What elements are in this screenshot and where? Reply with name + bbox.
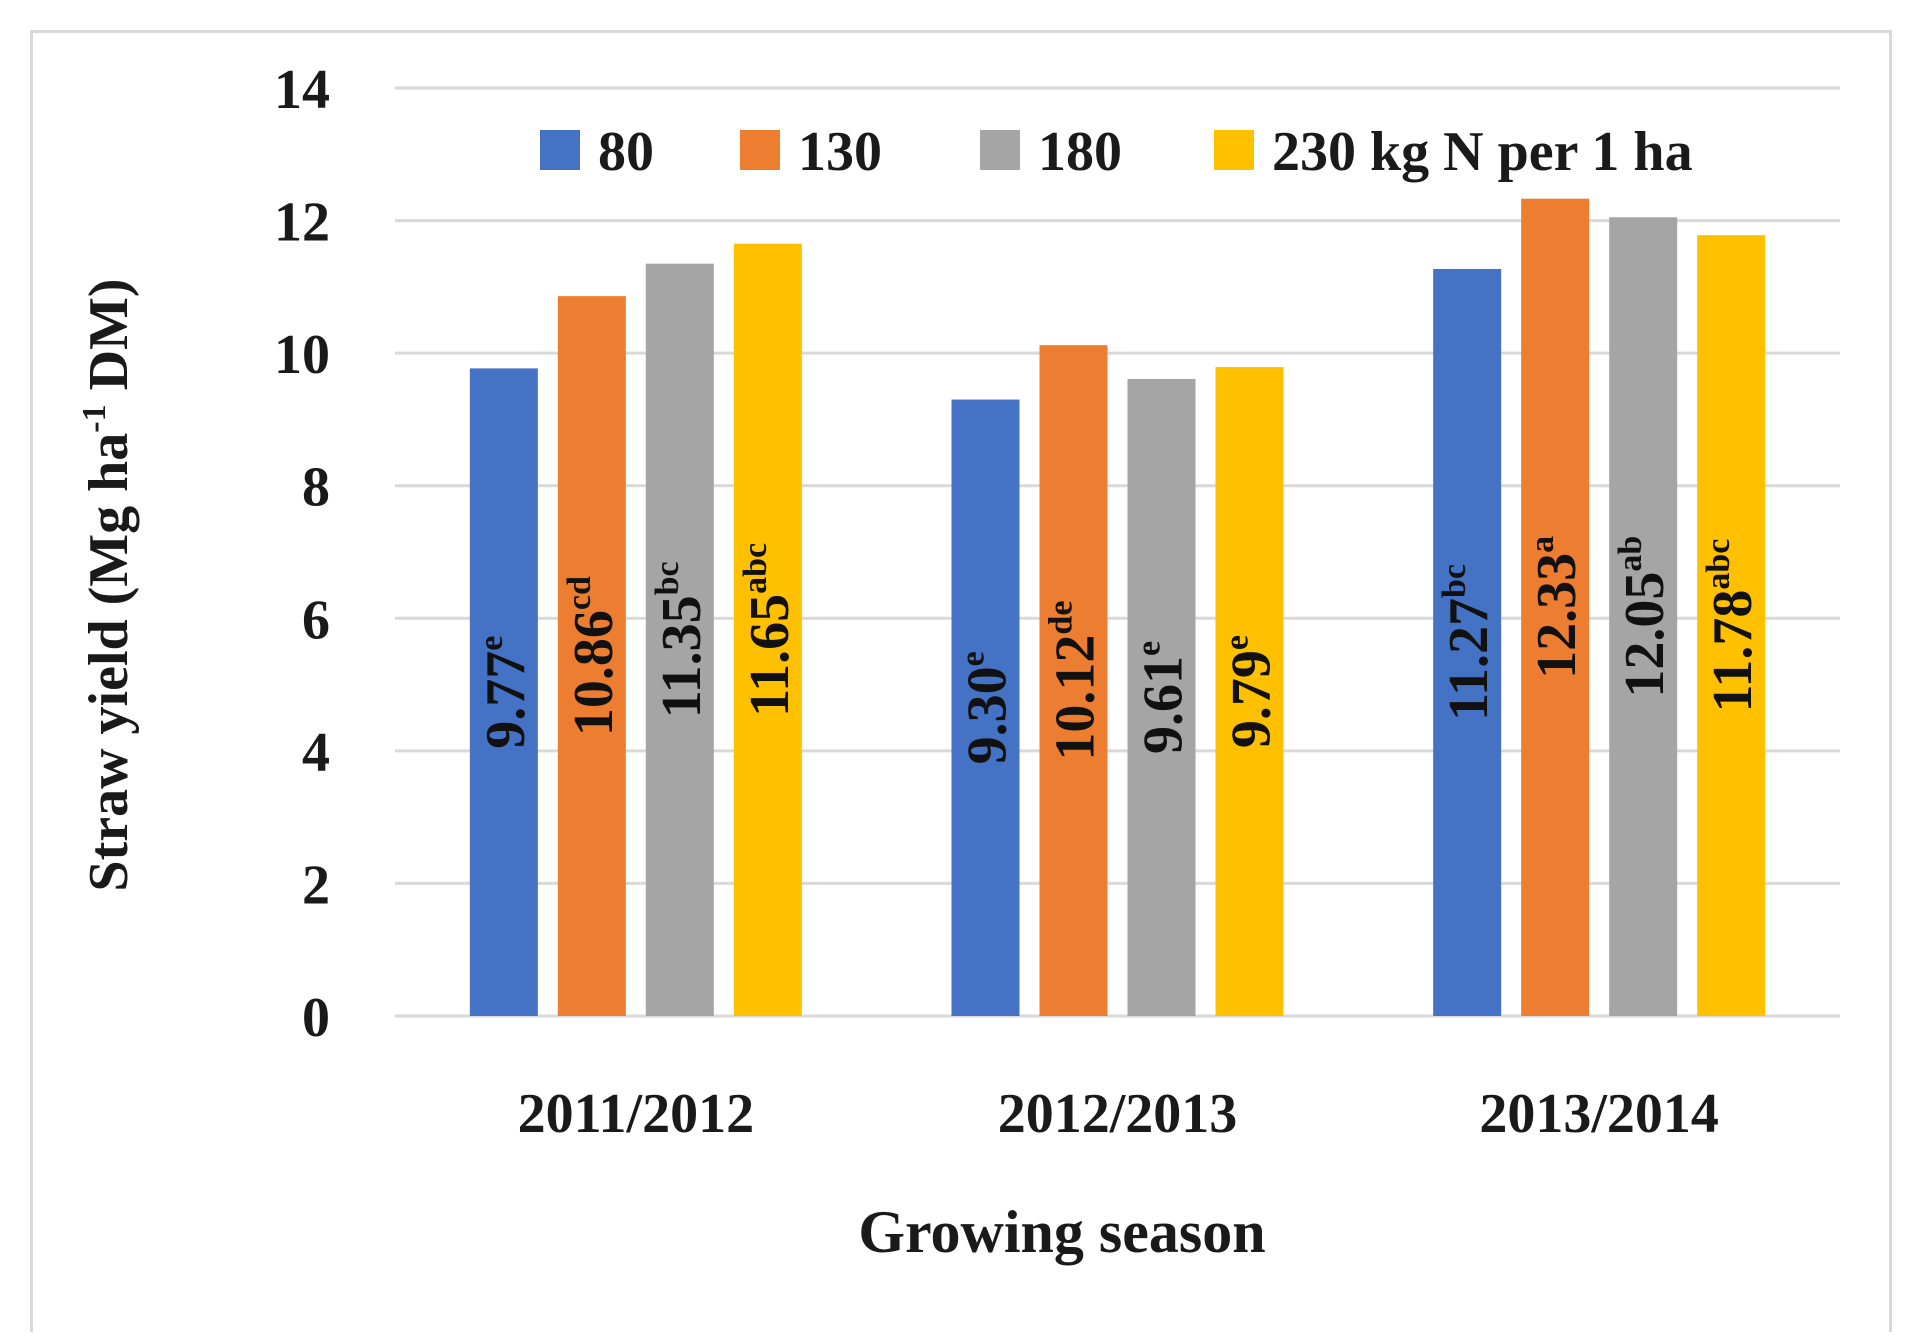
bar-value: 11.27 — [1438, 598, 1500, 721]
y-tick-label: 10 — [274, 324, 330, 386]
bar-data-label: 10.86cd — [561, 576, 625, 736]
bar-value: 9.77 — [475, 651, 537, 749]
y-tick-label: 0 — [302, 987, 330, 1049]
legend-swatch — [740, 130, 780, 170]
bar-data-label: 9.30e — [955, 651, 1019, 764]
x-tick-label: 2013/2014 — [1479, 1083, 1719, 1145]
bar-data-label: 12.33a — [1524, 536, 1588, 679]
legend-label: 180 — [1038, 121, 1122, 183]
bar-value: 11.35 — [651, 595, 713, 718]
y-axis-label-end: DM) — [78, 278, 140, 404]
bar-80-2012-2013 — [951, 399, 1020, 1016]
y-axis-ticks: 0 2 4 6 8 10 12 14 — [274, 59, 330, 1049]
bar-80-2013-2014 — [1433, 268, 1502, 1017]
significance-letters: bc — [1436, 564, 1473, 598]
bar-data-label: 11.65abc — [737, 543, 801, 717]
significance-letters: e — [1219, 635, 1256, 650]
y-tick-label: 12 — [274, 192, 330, 254]
legend-label: 80 — [598, 121, 654, 183]
significance-letters: bc — [649, 561, 686, 595]
significance-letters: e — [1131, 641, 1168, 656]
significance-letters: e — [955, 651, 992, 666]
legend-swatch — [980, 130, 1020, 170]
bar-value: 11.78 — [1702, 590, 1764, 713]
bar-data-label: 9.61e — [1131, 641, 1195, 754]
bar-80-2011-2012 — [469, 368, 538, 1017]
significance-letters: ab — [1612, 536, 1649, 572]
bar-value: 9.79 — [1221, 650, 1283, 748]
y-tick-label: 4 — [302, 722, 330, 784]
y-axis-label-superscript: -1 — [76, 404, 113, 432]
legend-label: 230 kg N per 1 ha — [1272, 121, 1693, 183]
bar-130-2011-2012 — [557, 296, 626, 1016]
bar-value: 9.30 — [957, 666, 1019, 764]
bar-value: 9.61 — [1133, 656, 1195, 754]
x-axis-label: Growing season — [858, 1199, 1265, 1265]
x-tick-label: 2012/2013 — [998, 1083, 1238, 1145]
bar-180-2013-2014 — [1609, 217, 1678, 1016]
bar-data-label: 9.79e — [1219, 635, 1283, 748]
legend-swatch — [540, 130, 580, 170]
bar-value: 10.86 — [563, 610, 625, 736]
bar-data-label: 12.05ab — [1612, 536, 1676, 698]
significance-letters: abc — [737, 543, 774, 594]
bar-value: 12.33 — [1526, 553, 1588, 679]
y-tick-label: 2 — [302, 854, 330, 916]
significance-letters: a — [1524, 536, 1561, 553]
significance-letters: de — [1043, 601, 1080, 635]
bar-data-label: 11.78abc — [1700, 539, 1764, 713]
x-tick-label: 2011/2012 — [518, 1083, 754, 1145]
bar-130-2013-2014 — [1521, 198, 1590, 1016]
y-tick-label: 14 — [274, 59, 330, 121]
bar-230-2013-2014 — [1697, 235, 1766, 1016]
bar-value: 11.65 — [739, 594, 801, 717]
bar-data-label: 10.12de — [1043, 601, 1107, 761]
bar-230-2012-2013 — [1215, 367, 1284, 1016]
bar-data-label: 11.27bc — [1436, 564, 1500, 721]
y-axis-label-main: Straw yield (Mg ha — [78, 433, 140, 892]
bar-180-2011-2012 — [645, 263, 714, 1017]
significance-letters: abc — [1700, 539, 1737, 590]
bar-value: 10.12 — [1045, 635, 1107, 761]
y-tick-label: 6 — [302, 589, 330, 651]
significance-letters: cd — [561, 576, 598, 610]
chart-frame — [30, 30, 1892, 1332]
bar-230-2011-2012 — [733, 243, 802, 1016]
legend-label: 130 — [798, 121, 882, 183]
legend-swatch — [1214, 130, 1254, 170]
y-tick-label: 8 — [302, 457, 330, 519]
bar-value: 12.05 — [1614, 572, 1676, 698]
legend: 80 130 180 230 kg N per 1 ha — [540, 121, 1693, 183]
significance-letters: e — [473, 636, 510, 651]
bar-130-2012-2013 — [1039, 345, 1108, 1016]
bar-data-label: 9.77e — [473, 636, 537, 749]
x-axis-ticks: 2011/2012 2012/2013 2013/2014 — [518, 1083, 1719, 1145]
bar-data-label: 11.35bc — [649, 561, 713, 718]
y-axis-label: Straw yield (Mg ha-1 DM) — [76, 278, 140, 891]
gridlines — [395, 86, 1840, 1018]
bar-180-2012-2013 — [1127, 378, 1196, 1017]
